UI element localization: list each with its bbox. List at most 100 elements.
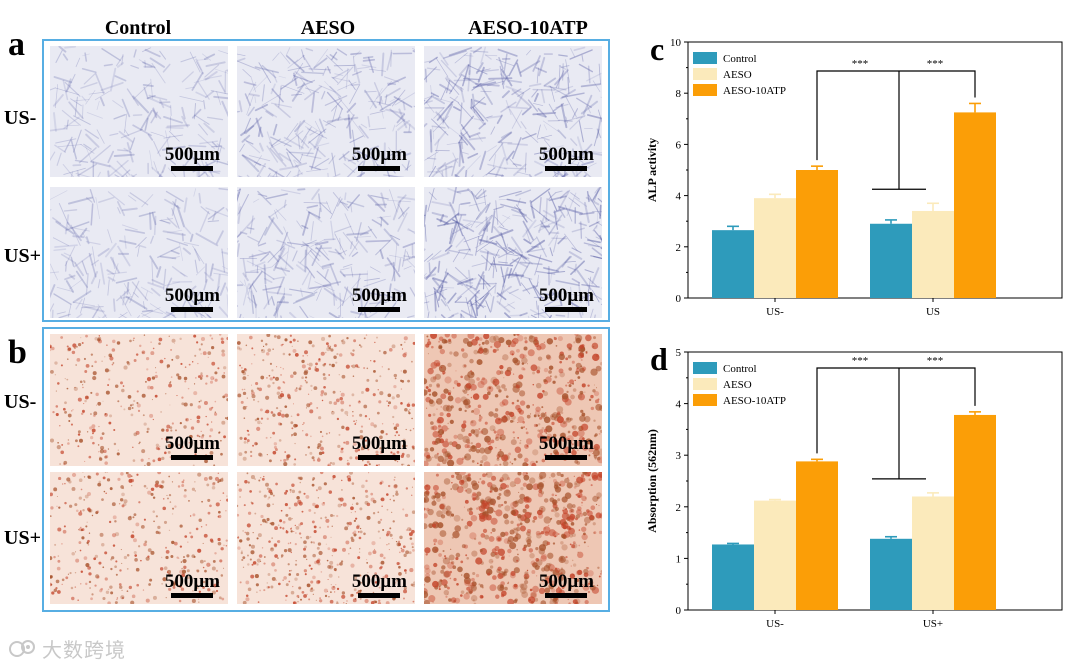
chart-d-legend-label: AESO-10ATP: [723, 395, 786, 407]
panel-b-letter: b: [8, 334, 27, 371]
scale-bar: 500μm: [165, 145, 220, 171]
chart-d-absorption: d 0 1 2 3 4 5 Absorption (562nm) US- US+ *** *** Con…: [645, 341, 1063, 630]
chart-d-bar-control-2: [870, 538, 912, 610]
chart-d-significance-bracket: [816, 367, 976, 454]
chart-c-x-tick-label: US: [926, 306, 940, 318]
chart-d-significance-label: ***: [927, 355, 944, 367]
panel-b-micrograph-r2-c3: 500μm: [424, 472, 602, 604]
chart-c-significance-label: ***: [852, 58, 869, 70]
chart-c-alp-activity: c 0 2 4 6 8 10 ALP activity US- US *** *** Control AE…: [645, 31, 1063, 318]
chart-d-legend-label: Control: [723, 363, 757, 375]
scale-bar: 500μm: [352, 145, 407, 171]
panel-a-letter: a: [8, 26, 25, 63]
scale-bar-label: 500μm: [538, 433, 594, 454]
panel-a-frame: [42, 39, 610, 322]
panel-a-row-label-us-minus: US-: [4, 107, 37, 129]
panel-b-micrograph-r1-c1: 500μm: [50, 334, 228, 466]
chart-d-x-tick-label: US+: [923, 618, 943, 630]
chart-c-bar-control-2: [870, 223, 912, 298]
chart-c-bar-aeso-2: [912, 210, 954, 298]
scale-bar-label: 500μm: [164, 285, 220, 306]
chart-d-significance-label: ***: [852, 355, 869, 367]
panel-b-micrograph-r2-c2: 500μm: [237, 472, 415, 604]
panel-a-micrograph-r1-c3: 500μm: [424, 46, 602, 177]
chart-c-legend-swatch: [693, 68, 717, 80]
scale-bar-line: [545, 166, 588, 171]
chart-c-legend-label: AESO: [723, 69, 752, 81]
scale-bar: 500μm: [539, 145, 594, 171]
watermark-logo-icon: [9, 639, 35, 657]
scale-bar-label: 500μm: [164, 144, 220, 165]
chart-c-bar-aeso-10atp-2: [954, 112, 996, 299]
watermark-text: 大数跨境: [42, 638, 126, 662]
panel-b-micrograph-r1-c2: 500μm: [237, 334, 415, 466]
scale-bar-label: 500μm: [351, 285, 407, 306]
chart-c-y-tick-label: 2: [676, 242, 682, 254]
panel-a-micrograph-r2-c1: 500μm: [50, 187, 228, 318]
scale-bar-label: 500μm: [351, 433, 407, 454]
chart-d-bar-aeso-2: [912, 496, 954, 610]
scale-bar: 500μm: [539, 286, 594, 312]
chart-d-bar-control-1: [712, 544, 754, 610]
chart-c-legend-swatch: [693, 52, 717, 64]
chart-c-y-tick-label: 6: [676, 139, 682, 151]
chart-d-y-tick-label: 4: [676, 399, 682, 411]
scale-bar-label: 500μm: [538, 144, 594, 165]
chart-d-legend-swatch: [693, 394, 717, 406]
panel-b-row-label-us-plus: US+: [4, 527, 41, 549]
column-header-aeso-10atp: AESO-10ATP: [468, 17, 588, 39]
scale-bar-label: 500μm: [538, 285, 594, 306]
scale-bar-line: [358, 166, 401, 171]
chart-d-x-tick-label: US-: [766, 618, 784, 630]
scale-bar-line: [171, 455, 214, 460]
scale-bar: 500μm: [352, 286, 407, 312]
scale-bar: 500μm: [539, 434, 594, 460]
column-header-control: Control: [104, 17, 172, 39]
scale-bar-line: [358, 593, 401, 598]
chart-d-y-axis-label: Absorption (562nm): [645, 429, 659, 533]
scale-bar: 500μm: [352, 434, 407, 460]
scale-bar-line: [171, 307, 214, 312]
panel-b-frame: [42, 327, 610, 612]
chart-d-y-tick-label: 5: [676, 347, 682, 359]
chart-c-x-tick-label: US-: [766, 306, 784, 318]
chart-d-bar-aeso-10atp-2: [954, 414, 996, 610]
chart-d-y-tick-label: 2: [676, 502, 682, 514]
panel-b-row-label-us-minus: US-: [4, 391, 37, 413]
scale-bar-label: 500μm: [351, 144, 407, 165]
scale-bar-line: [171, 166, 214, 171]
panel-a-row-label-us-plus: US+: [4, 245, 41, 267]
scale-bar: 500μm: [352, 572, 407, 598]
chart-d-legend-label: AESO: [723, 379, 752, 391]
scale-bar-label: 500μm: [538, 571, 594, 592]
chart-c-bar-aeso-1: [754, 198, 796, 298]
chart-c-y-tick-label: 0: [676, 293, 682, 305]
scale-bar-line: [545, 307, 588, 312]
panel-a-micrograph-r1-c1: 500μm: [50, 46, 228, 177]
panel-a-micrograph-r2-c3: 500μm: [424, 187, 602, 318]
chart-c-y-axis-label: ALP activity: [645, 138, 659, 202]
scale-bar-label: 500μm: [351, 571, 407, 592]
chart-d-bar-aeso-10atp-1: [796, 461, 838, 610]
chart-c-legend-label: AESO-10ATP: [723, 85, 786, 97]
scale-bar-line: [358, 455, 401, 460]
chart-d-bar-aeso-1: [754, 500, 796, 610]
chart-c-significance-bracket: [816, 70, 976, 161]
chart-c-panel-letter: c: [650, 31, 664, 67]
scale-bar: 500μm: [165, 286, 220, 312]
panel-a-micrograph-r1-c2: 500μm: [237, 46, 415, 177]
panel-b-micrograph-r2-c1: 500μm: [50, 472, 228, 604]
panel-b-micrograph-r1-c3: 500μm: [424, 334, 602, 466]
chart-c-bar-aeso-10atp-1: [796, 170, 838, 298]
scale-bar-line: [171, 593, 214, 598]
chart-d-y-tick-label: 3: [676, 450, 682, 462]
scale-bar-line: [358, 307, 401, 312]
scale-bar: 500μm: [165, 572, 220, 598]
chart-c-bar-control-1: [712, 230, 754, 298]
watermark: 大数跨境: [8, 634, 126, 663]
scale-bar-line: [545, 455, 588, 460]
chart-c-legend-swatch: [693, 84, 717, 96]
chart-c-legend-label: Control: [723, 53, 757, 65]
scale-bar: 500μm: [539, 572, 594, 598]
chart-c-significance-label: ***: [927, 58, 944, 70]
